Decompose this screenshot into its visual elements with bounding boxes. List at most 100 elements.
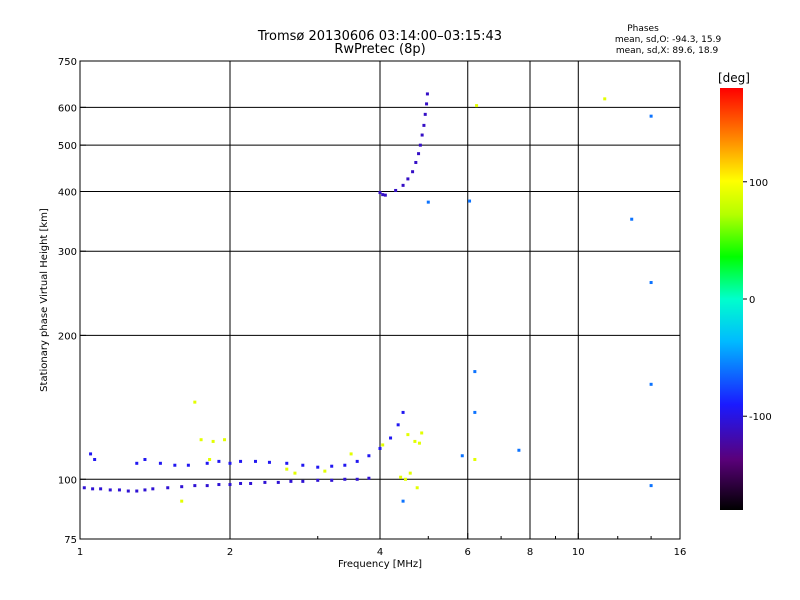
data-point: [411, 170, 415, 174]
data-point: [381, 193, 385, 197]
data-point: [135, 489, 139, 493]
plot-frame: [79, 60, 681, 540]
y-tick-label: 200: [58, 331, 77, 342]
data-point: [396, 423, 400, 427]
data-point: [417, 152, 421, 156]
data-point: [389, 436, 393, 440]
data-point: [403, 477, 407, 481]
data-point: [406, 177, 410, 181]
data-point: [343, 463, 347, 467]
data-point: [143, 457, 147, 461]
data-point: [91, 487, 95, 491]
data-point: [228, 483, 232, 487]
x-tick-label: 10: [572, 547, 585, 558]
x-tick-label: 6: [465, 547, 471, 558]
data-point: [425, 92, 429, 96]
colorbar-tick-label: 100: [749, 178, 768, 189]
data-point: [420, 431, 424, 435]
data-point: [293, 471, 297, 475]
data-point: [401, 410, 405, 414]
stats-x-mode: mean, sd,X: 89.6, 18.9: [616, 46, 719, 56]
data-point: [413, 439, 417, 443]
data-point: [401, 499, 405, 503]
data-point: [603, 97, 607, 101]
data-point: [415, 486, 419, 490]
data-point: [423, 112, 427, 116]
data-point: [381, 443, 385, 447]
data-point: [263, 480, 267, 484]
data-point: [289, 479, 293, 483]
grid-lines: [80, 61, 680, 539]
x-axis-label: Frequency [MHz]: [338, 559, 422, 570]
data-point: [249, 481, 253, 485]
data-point: [417, 441, 421, 445]
data-point: [473, 370, 477, 374]
data-point: [217, 483, 221, 487]
y-axis-label: Stationary phase Virtual Height [km]: [39, 208, 50, 392]
data-point: [180, 499, 184, 503]
data-point: [401, 183, 405, 187]
data-point: [199, 438, 203, 442]
data-point: [208, 457, 212, 461]
y-tick-label: 600: [58, 103, 77, 114]
data-point: [475, 104, 479, 108]
data-point: [367, 476, 371, 480]
data-point: [343, 477, 347, 481]
data-point: [355, 459, 359, 463]
data-point: [649, 382, 653, 386]
data-point: [630, 217, 634, 221]
data-point: [414, 160, 418, 164]
data-point: [378, 191, 382, 195]
data-point: [193, 400, 197, 404]
data-point: [158, 461, 162, 465]
x-tick-label: 2: [227, 547, 233, 558]
data-point: [426, 200, 430, 204]
data-point: [223, 438, 227, 442]
data-point: [408, 471, 412, 475]
data-points: [82, 92, 653, 503]
y-tick-label: 400: [58, 187, 77, 198]
chart-header: Tromsø 20130606 03:14:00–03:15:43 RwPret…: [257, 24, 722, 57]
data-point: [367, 454, 371, 458]
data-point: [422, 123, 426, 127]
data-point: [108, 488, 112, 492]
data-point: [394, 188, 398, 192]
data-point: [217, 459, 221, 463]
data-point: [285, 467, 289, 471]
data-point: [205, 484, 209, 488]
data-point: [285, 461, 289, 465]
data-point: [301, 479, 305, 483]
data-point: [383, 193, 387, 197]
data-point: [378, 446, 382, 450]
data-point: [301, 463, 305, 467]
data-point: [117, 488, 121, 492]
stats-heading: Phases: [627, 24, 659, 34]
data-point: [399, 475, 403, 479]
y-tick-label: 75: [64, 535, 77, 546]
data-point: [460, 454, 464, 458]
data-point: [180, 485, 184, 489]
data-point: [126, 489, 130, 493]
data-point: [420, 133, 424, 137]
data-point: [406, 433, 410, 437]
data-point: [649, 484, 653, 488]
data-point: [316, 465, 320, 469]
data-point: [267, 460, 271, 464]
colorbar-tick-label: -100: [749, 412, 772, 423]
data-point: [186, 463, 190, 467]
y-tick-label: 300: [58, 247, 77, 258]
x-tick-label: 8: [527, 547, 533, 558]
data-point: [239, 459, 243, 463]
chart-title: Tromsø 20130606 03:14:00–03:15:43: [257, 29, 502, 44]
data-point: [330, 464, 334, 468]
data-point: [143, 488, 147, 492]
data-point: [276, 480, 280, 484]
x-tick-label: 1: [77, 547, 83, 558]
data-point: [193, 484, 197, 488]
data-point: [135, 461, 139, 465]
x-tick-labels: 1 2 4 6 8 10 16: [77, 547, 687, 558]
data-point: [151, 487, 155, 491]
data-point: [349, 452, 353, 456]
data-point: [425, 102, 429, 106]
